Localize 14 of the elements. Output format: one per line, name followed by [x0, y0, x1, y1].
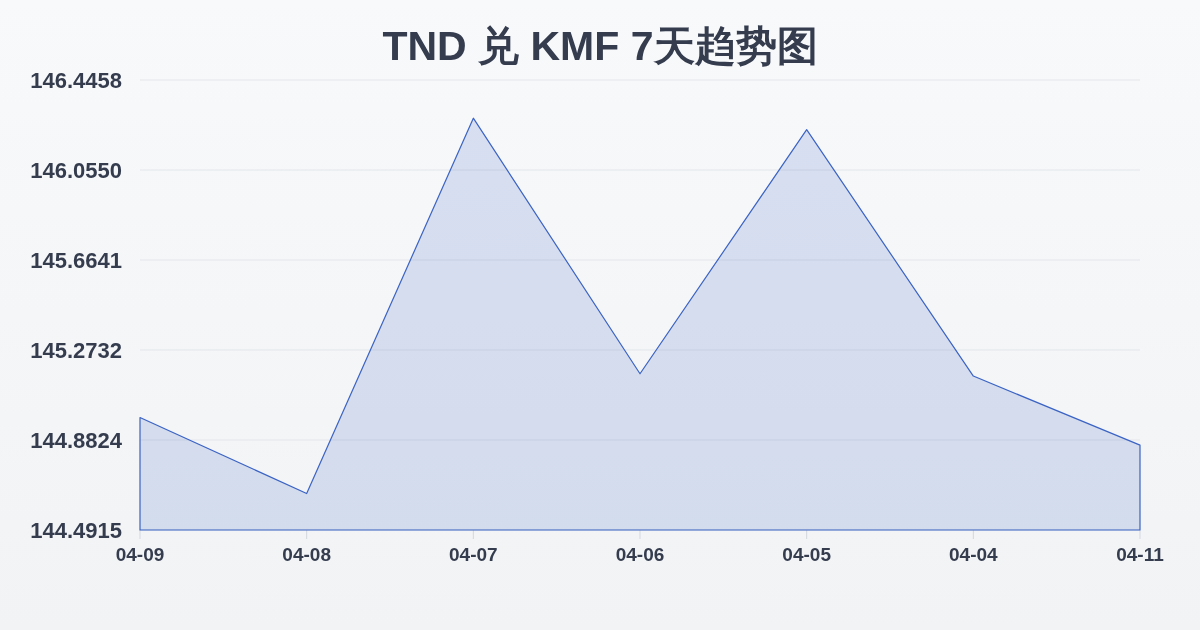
y-tick-label: 146.0550	[30, 157, 122, 183]
title: TND 兑 KMF 7天趋势图	[382, 23, 818, 69]
x-tick-label: 04-05	[782, 544, 832, 565]
x-tick-label: 04-04	[949, 544, 999, 565]
y-tick-label: 144.4915	[30, 518, 122, 543]
y-tick-label: 145.2732	[30, 338, 122, 363]
x-tick-label: 04-07	[449, 544, 498, 565]
y-tick-label: 145.6641	[30, 248, 122, 273]
y-tick-label: 146.4458	[30, 68, 122, 93]
x-tick-label: 04-09	[115, 544, 165, 565]
x-tick-label: 04-11	[1116, 544, 1165, 565]
x-tick-label: 04-08	[282, 544, 331, 565]
x-tick-label: 04-06	[615, 544, 665, 565]
y-tick-label: 144.8824	[30, 427, 123, 453]
